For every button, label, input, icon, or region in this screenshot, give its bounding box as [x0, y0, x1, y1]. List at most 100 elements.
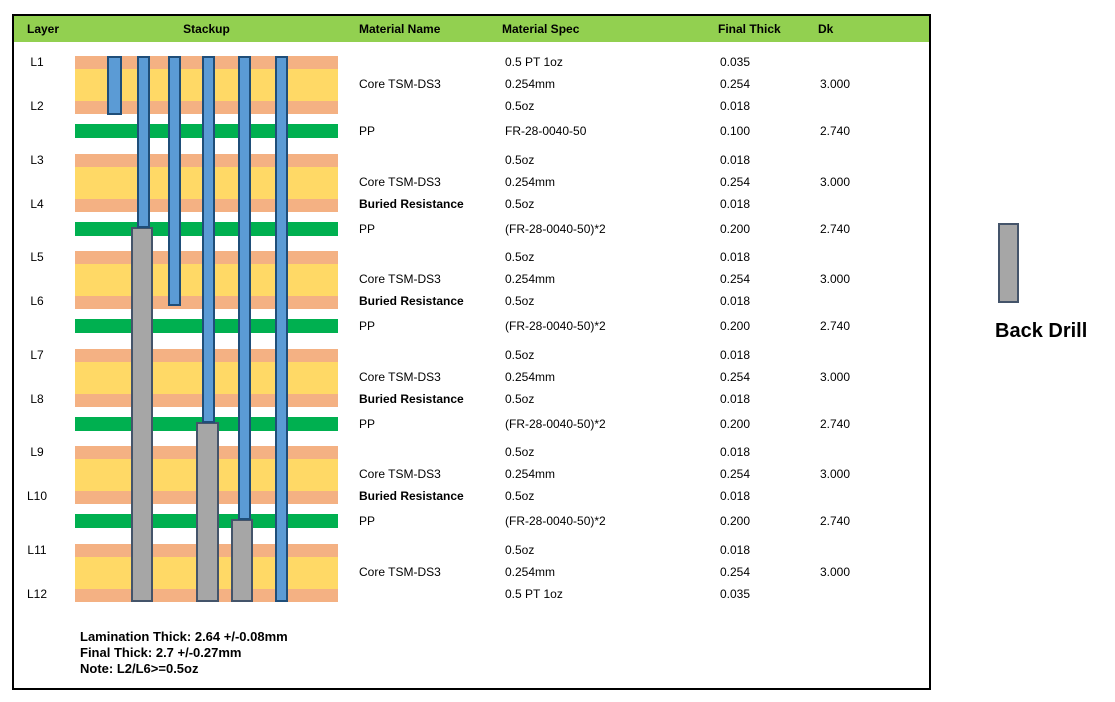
- cell-material-spec: 0.254mm: [505, 370, 556, 384]
- cell-final-thick: 0.018: [720, 153, 751, 167]
- cell-material-name: Core TSM-DS3: [359, 565, 441, 579]
- layer-label-l12: L12: [26, 587, 48, 601]
- cell-material-spec: 0.254mm: [505, 467, 556, 481]
- cell-final-thick: 0.035: [720, 587, 751, 601]
- via-through-l1-l12-bar: [275, 56, 288, 602]
- cell-final-thick: 0.254: [720, 467, 751, 481]
- column-header-layer: Layer: [27, 22, 60, 36]
- backdrill-bar-via-l1-l4-backdrilled: [131, 227, 153, 602]
- cell-material-spec: (FR-28-0040-50)*2: [505, 319, 606, 333]
- cell-dk: 2.740: [820, 222, 851, 236]
- layer-label-l2: L2: [30, 99, 44, 113]
- via-l1-l4-backdrilled-bar: [137, 56, 150, 228]
- cell-material-spec: 0.254mm: [505, 565, 556, 579]
- cell-material-spec: 0.254mm: [505, 77, 556, 91]
- via-l1-l6-bar: [168, 56, 181, 306]
- layer-label-l4: L4: [30, 197, 44, 211]
- cell-material-name: Core TSM-DS3: [359, 77, 441, 91]
- cell-dk: 2.740: [820, 514, 851, 528]
- cell-material-spec: 0.5oz: [505, 392, 535, 406]
- cell-material-spec: 0.254mm: [505, 175, 556, 189]
- layer-label-l8: L8: [30, 392, 44, 406]
- cell-material-spec: 0.5oz: [505, 543, 535, 557]
- cell-final-thick: 0.018: [720, 99, 751, 113]
- cell-dk: 3.000: [820, 175, 851, 189]
- cell-dk: 3.000: [820, 467, 851, 481]
- layer-label-l5: L5: [30, 250, 44, 264]
- cell-dk: 3.000: [820, 77, 851, 91]
- cell-material-name: Buried Resistance: [359, 489, 464, 503]
- cell-material-spec: 0.5oz: [505, 445, 535, 459]
- cell-dk: 2.740: [820, 124, 851, 138]
- cell-material-name: Core TSM-DS3: [359, 272, 441, 286]
- cell-dk: 2.740: [820, 319, 851, 333]
- layer-label-l6: L6: [30, 294, 44, 308]
- cell-material-spec: (FR-28-0040-50)*2: [505, 417, 606, 431]
- cell-final-thick: 0.018: [720, 445, 751, 459]
- via-l1-l2-bar: [107, 56, 122, 115]
- cell-material-spec: (FR-28-0040-50)*2: [505, 514, 606, 528]
- column-header-final_thick: Final Thick: [718, 22, 781, 36]
- cell-material-spec: (FR-28-0040-50)*2: [505, 222, 606, 236]
- column-header-stackup: Stackup: [183, 22, 230, 36]
- column-header-dk: Dk: [818, 22, 834, 36]
- cell-material-name: PP: [359, 124, 376, 138]
- cell-material-name: PP: [359, 417, 376, 431]
- backdrill-bar-via-l1-l10-backdrilled: [231, 519, 253, 602]
- cell-material-name: Buried Resistance: [359, 392, 464, 406]
- note-copper-weight: Note: L2/L6>=0.5oz: [80, 661, 199, 676]
- cell-final-thick: 0.200: [720, 222, 751, 236]
- cell-dk: 3.000: [820, 565, 851, 579]
- cell-final-thick: 0.254: [720, 370, 751, 384]
- cell-material-name: PP: [359, 222, 376, 236]
- backdrill-legend-label: Back Drill: [995, 320, 1088, 342]
- cell-final-thick: 0.018: [720, 348, 751, 362]
- cell-material-spec: 0.5 PT 1oz: [505, 55, 563, 69]
- cell-final-thick: 0.254: [720, 272, 751, 286]
- cell-material-name: Core TSM-DS3: [359, 370, 441, 384]
- cell-material-spec: 0.5oz: [505, 489, 535, 503]
- cell-final-thick: 0.254: [720, 175, 751, 189]
- header-band: [14, 16, 929, 42]
- notes-block: Lamination Thick: 2.64 +/-0.08mm Final T…: [80, 629, 288, 677]
- cell-material-name: PP: [359, 319, 376, 333]
- via-l1-l10-backdrilled-bar: [238, 56, 251, 520]
- note-final-thick: Final Thick: 2.7 +/-0.27mm: [80, 645, 242, 660]
- layer-label-l11: L11: [27, 543, 47, 557]
- backdrill-bar-via-l1-l8-backdrilled: [196, 422, 219, 602]
- cell-final-thick: 0.200: [720, 417, 751, 431]
- cell-material-spec: 0.254mm: [505, 272, 556, 286]
- cell-final-thick: 0.254: [720, 565, 751, 579]
- layer-label-l9: L9: [30, 445, 44, 459]
- column-header-material_spec: Material Spec: [502, 22, 580, 36]
- backdrill-legend-bar: [998, 223, 1019, 303]
- cell-final-thick: 0.200: [720, 319, 751, 333]
- layer-label-l1: L1: [30, 55, 44, 69]
- cell-final-thick: 0.018: [720, 392, 751, 406]
- note-lamination-thick: Lamination Thick: 2.64 +/-0.08mm: [80, 629, 288, 644]
- cell-final-thick: 0.035: [720, 55, 751, 69]
- cell-final-thick: 0.018: [720, 250, 751, 264]
- cell-material-spec: 0.5oz: [505, 153, 535, 167]
- column-header-material_name: Material Name: [359, 22, 441, 36]
- cell-dk: 3.000: [820, 272, 851, 286]
- cell-final-thick: 0.018: [720, 543, 751, 557]
- layer-label-l10: L10: [26, 489, 48, 503]
- layer-label-l3: L3: [30, 153, 44, 167]
- cell-final-thick: 0.018: [720, 197, 751, 211]
- layer-label-l7: L7: [30, 348, 44, 362]
- cell-material-spec: 0.5oz: [505, 348, 535, 362]
- cell-final-thick: 0.018: [720, 294, 751, 308]
- cell-material-spec: 0.5oz: [505, 197, 535, 211]
- cell-final-thick: 0.200: [720, 514, 751, 528]
- cell-material-name: PP: [359, 514, 376, 528]
- cell-material-spec: 0.5oz: [505, 294, 535, 308]
- cell-dk: 3.000: [820, 370, 851, 384]
- cell-material-spec: 0.5 PT 1oz: [505, 587, 563, 601]
- cell-final-thick: 0.100: [720, 124, 751, 138]
- cell-material-spec: 0.5oz: [505, 250, 535, 264]
- cell-final-thick: 0.254: [720, 77, 751, 91]
- cell-material-spec: FR-28-0040-50: [505, 124, 587, 138]
- cell-dk: 2.740: [820, 417, 851, 431]
